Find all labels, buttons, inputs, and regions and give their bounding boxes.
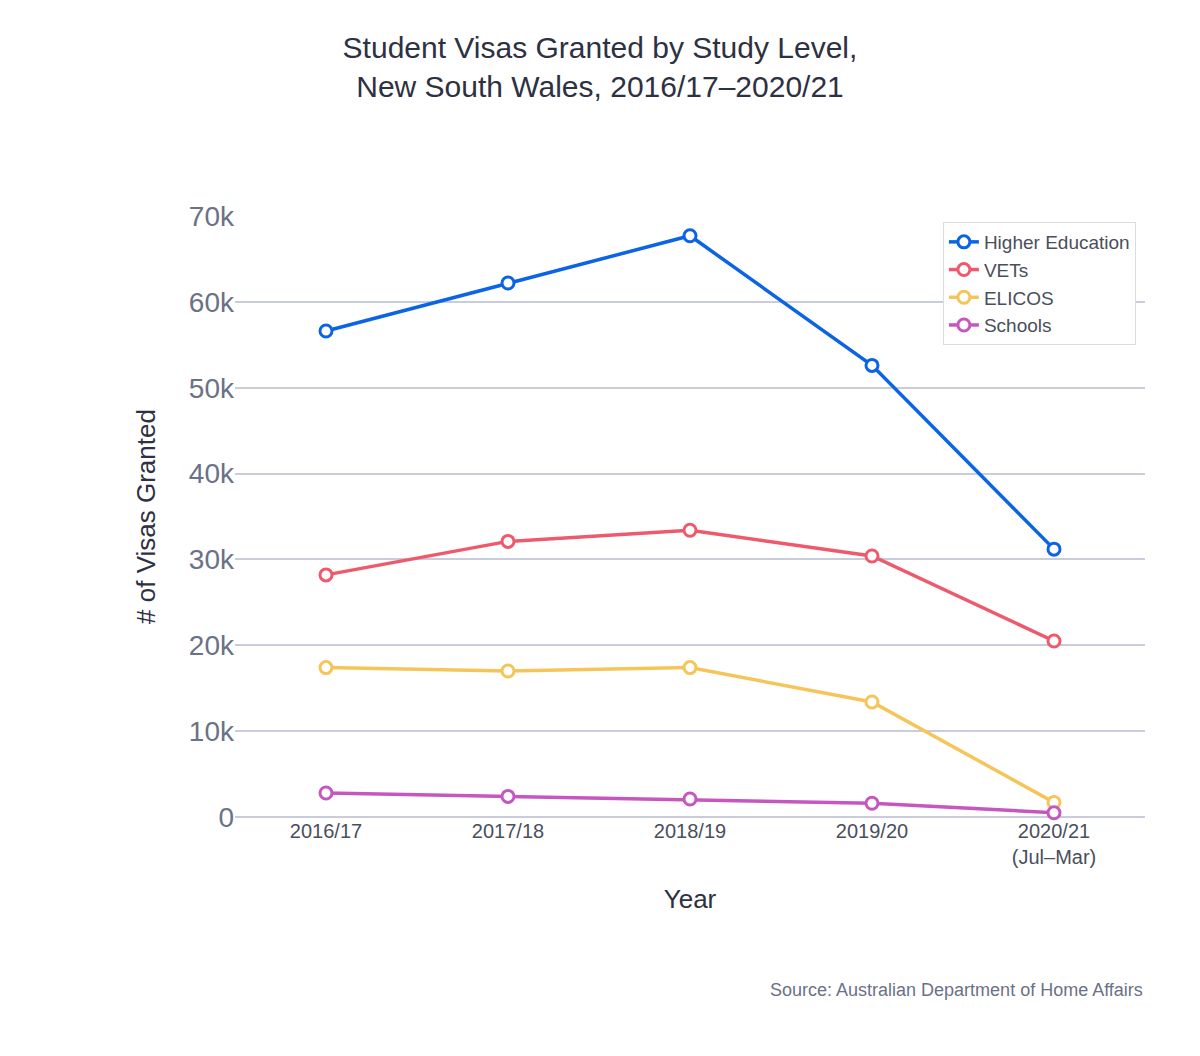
svg-text:2017/18: 2017/18 [472,820,544,842]
svg-text:VETs: VETs [984,260,1028,281]
svg-text:30k: 30k [189,544,235,575]
svg-text:ELICOS: ELICOS [984,288,1054,309]
svg-text:Year: Year [664,884,717,914]
svg-text:0: 0 [218,802,234,833]
svg-text:2018/19: 2018/19 [654,820,726,842]
svg-text:Student Visas Granted by Study: Student Visas Granted by Study Level,New… [343,31,858,103]
svg-text:40k: 40k [189,458,235,489]
svg-text:20k: 20k [189,630,235,661]
svg-text:2020/21(Jul–Mar): 2020/21(Jul–Mar) [1012,820,1096,868]
svg-text:Schools: Schools [984,315,1052,336]
svg-text:50k: 50k [189,373,235,404]
svg-text:2019/20: 2019/20 [836,820,908,842]
svg-text:Higher Education: Higher Education [984,232,1130,253]
svg-text:60k: 60k [189,287,235,318]
svg-text:2016/17: 2016/17 [290,820,362,842]
svg-text:70k: 70k [189,201,235,232]
svg-text:# of Visas Granted: # of Visas Granted [131,409,161,624]
svg-text:10k: 10k [189,716,235,747]
svg-text:Source: Australian Department: Source: Australian Department of Home Af… [770,980,1143,1000]
